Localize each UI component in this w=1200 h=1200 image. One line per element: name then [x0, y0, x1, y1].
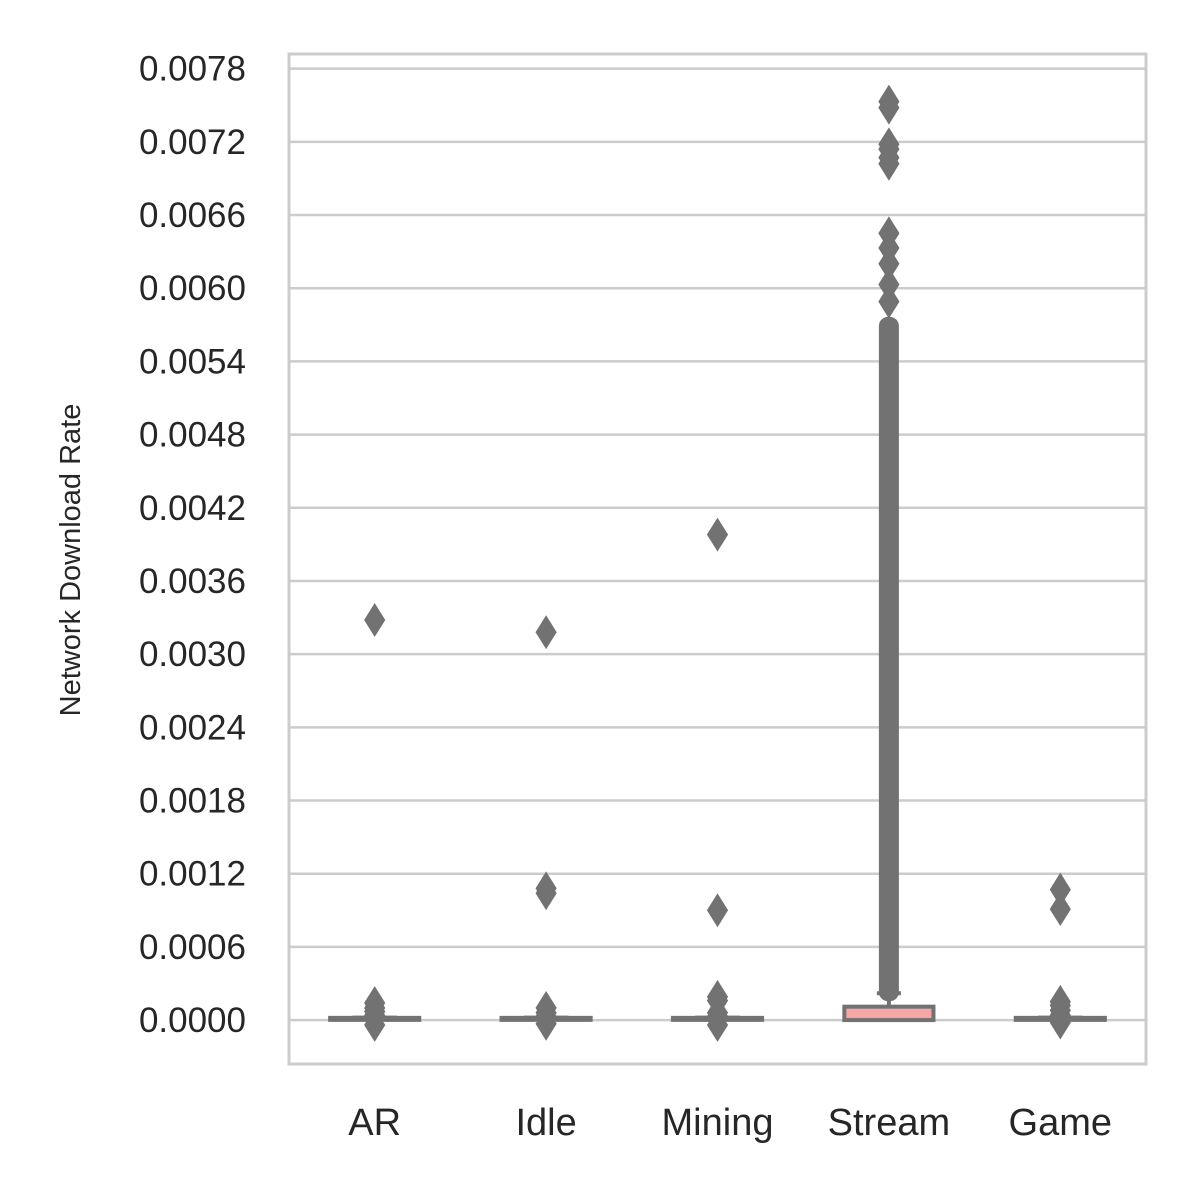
x-axis-tick-labels: AR Idle Mining Stream Game	[348, 1102, 1112, 1144]
y-tick-label: 0.0042	[139, 489, 246, 528]
y-axis-title: Network Download Rate	[55, 404, 87, 717]
x-tick-label: Mining	[662, 1102, 774, 1144]
y-tick-label: 0.0054	[139, 342, 246, 381]
outlier-point	[878, 127, 900, 162]
outlier-point	[364, 603, 386, 637]
x-tick-label: Idle	[515, 1102, 576, 1144]
outlier-point	[878, 216, 900, 251]
gridlines	[289, 67, 1146, 1022]
x-tick-label: AR	[348, 1102, 401, 1144]
y-tick-label: 0.0036	[139, 562, 246, 601]
outlier-point	[706, 517, 729, 552]
outlier-band	[878, 316, 899, 1002]
x-tick-label: Stream	[828, 1102, 950, 1144]
y-tick-label: 0.0012	[139, 855, 246, 894]
y-tick-label: 0.0030	[139, 635, 246, 674]
outlier-point	[535, 1006, 557, 1041]
y-tick-label: 0.0018	[139, 782, 246, 821]
y-tick-label: 0.0078	[139, 50, 246, 89]
outlier-point	[706, 1008, 729, 1042]
y-tick-label: 0.0072	[139, 123, 246, 162]
y-tick-label: 0.0006	[139, 928, 246, 967]
y-tick-label: 0.0024	[139, 708, 246, 747]
x-tick-label: Game	[1009, 1102, 1112, 1144]
y-tick-label: 0.0000	[139, 1001, 246, 1040]
outlier-point	[1049, 1005, 1071, 1040]
outlier-point	[706, 893, 729, 928]
y-tick-label: 0.0066	[139, 196, 246, 235]
plot-frame	[287, 52, 1148, 1066]
y-axis-tick-labels: 0.0000 0.0006 0.0012 0.0018 0.0024 0.0030 0.00…	[139, 50, 246, 1040]
outlier-point	[535, 615, 557, 650]
outlier-point	[878, 267, 900, 302]
outlier-point	[535, 876, 557, 911]
outliers	[364, 84, 1071, 1042]
outlier-point	[878, 284, 900, 319]
y-tick-label: 0.0060	[139, 269, 246, 308]
outlier-point	[1049, 892, 1071, 927]
outlier-point	[878, 84, 900, 119]
y-tick-label: 0.0048	[139, 416, 246, 455]
outlier-point	[364, 1008, 386, 1042]
